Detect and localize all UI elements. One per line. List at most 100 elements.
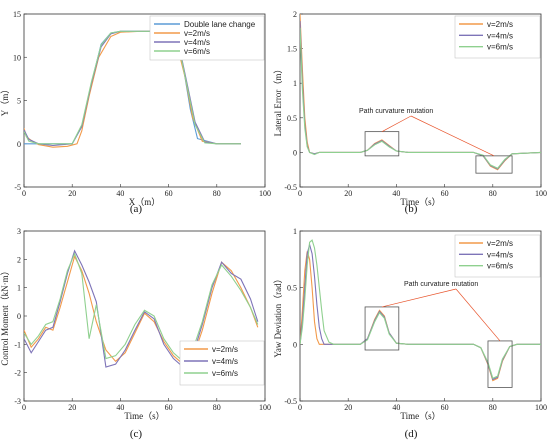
x-tick-label: 100 bbox=[535, 403, 547, 412]
y-tick-label: 3 bbox=[17, 227, 21, 236]
legend: v=2m/s v=4m/s v=6m/s bbox=[454, 234, 541, 278]
plot-frame bbox=[299, 230, 542, 402]
y-tick-label: 1 bbox=[293, 79, 297, 88]
x-tick-label: 40 bbox=[392, 403, 400, 412]
x-tick-label: 0 bbox=[298, 403, 302, 412]
y-tick-label: 0.5 bbox=[287, 284, 297, 293]
y-axis-label: Yaw Deviation（rad） bbox=[273, 274, 283, 357]
x-tick-label: 20 bbox=[344, 403, 352, 412]
highlight-box bbox=[364, 131, 400, 157]
x-tick-label: 60 bbox=[441, 189, 449, 198]
series-line-v-2m-s bbox=[300, 14, 541, 171]
x-tick-label: 100 bbox=[535, 189, 547, 198]
y-tick-label: -0.5 bbox=[284, 397, 297, 406]
y-tick-label: 5 bbox=[17, 97, 21, 106]
y-tick-label: 0 bbox=[17, 140, 21, 149]
legend-label: v=6m/s bbox=[212, 369, 238, 378]
annotation-label: Path curvature mutation bbox=[359, 108, 433, 115]
plot-frame bbox=[299, 13, 542, 188]
x-axis-label: X（m） bbox=[129, 197, 161, 207]
x-tick-label: 20 bbox=[68, 189, 76, 198]
y-tick-label: 1.5 bbox=[287, 45, 297, 54]
y-tick-label: 2 bbox=[17, 255, 21, 264]
x-tick-label: 40 bbox=[116, 189, 124, 198]
legend-label: v=6m/s bbox=[487, 43, 513, 52]
x-tick-label: 20 bbox=[344, 189, 352, 198]
x-tick-label: 40 bbox=[392, 189, 400, 198]
legend-label: v=2m/s bbox=[487, 20, 513, 29]
y-tick-label: 0 bbox=[17, 312, 21, 321]
x-tick-label: 100 bbox=[259, 403, 271, 412]
y-tick-label: -1 bbox=[14, 340, 21, 349]
legend-box bbox=[454, 234, 541, 278]
legend-label: v=4m/s bbox=[487, 31, 513, 40]
y-axis-label: Control Moment（kN·m） bbox=[0, 266, 10, 365]
x-tick-label: 60 bbox=[441, 403, 449, 412]
legend: v=2m/s v=4m/s v=6m/s bbox=[179, 340, 265, 386]
y-tick-label: 0 bbox=[293, 340, 297, 349]
panel-caption: (b) bbox=[405, 203, 418, 215]
legend-label: v=6m/s bbox=[184, 47, 210, 56]
panel-caption: (c) bbox=[130, 428, 143, 440]
legend-label: v=4m/s bbox=[212, 357, 238, 366]
x-tick-label: 100 bbox=[259, 189, 271, 198]
series-line-v-2m-s bbox=[24, 30, 241, 148]
series-line-v-6m-s bbox=[24, 30, 241, 145]
x-tick-label: 80 bbox=[213, 189, 221, 198]
y-tick-label: 15 bbox=[13, 10, 21, 19]
legend-label: Double lane change bbox=[184, 20, 256, 29]
annotation-label: Path curvature mutation bbox=[404, 281, 478, 288]
panel-caption: (a) bbox=[130, 203, 143, 215]
series-line-v-6m-s bbox=[24, 252, 259, 363]
y-tick-label: 2 bbox=[293, 10, 297, 19]
series-line-v-6m-s bbox=[300, 239, 541, 380]
y-tick-label: -3 bbox=[14, 397, 21, 406]
annotation-arrow bbox=[381, 115, 412, 132]
y-tick-label: 0 bbox=[293, 148, 297, 157]
x-axis-label: Time（s） bbox=[400, 411, 440, 421]
series-line-v-2m-s bbox=[24, 254, 259, 365]
x-tick-label: 60 bbox=[165, 403, 173, 412]
x-tick-label: 0 bbox=[22, 403, 26, 412]
legend-label: v=4m/s bbox=[184, 38, 210, 47]
legend-label: v=2m/s bbox=[184, 29, 210, 38]
x-tick-label: 0 bbox=[298, 189, 302, 198]
legend: v=2m/s v=4m/s v=6m/s bbox=[454, 15, 541, 59]
y-tick-label: -2 bbox=[14, 369, 21, 378]
x-tick-label: 20 bbox=[68, 403, 76, 412]
annotation-arrow bbox=[410, 115, 495, 157]
x-tick-label: 80 bbox=[489, 403, 497, 412]
y-tick-label: -5 bbox=[14, 183, 21, 192]
y-tick-label: -0.5 bbox=[284, 183, 297, 192]
x-tick-label: 80 bbox=[213, 403, 221, 412]
y-tick-label: 0.5 bbox=[287, 114, 297, 123]
legend-box bbox=[454, 15, 541, 59]
panel-caption: (d) bbox=[405, 428, 418, 440]
y-axis-label: Lateral Error（m） bbox=[273, 65, 283, 137]
legend-label: v=2m/s bbox=[212, 345, 238, 354]
x-tick-label: 0 bbox=[22, 189, 26, 198]
y-tick-label: 10 bbox=[13, 53, 21, 62]
chart-2: 0 20 40 60 80 100-0.500.511.52Time（s）Lateral … bbox=[273, 10, 547, 215]
series-line-v-2m-s bbox=[300, 251, 541, 382]
annotation-arrow bbox=[381, 288, 457, 308]
x-tick-label: 80 bbox=[489, 189, 497, 198]
annotation-arrow bbox=[455, 288, 501, 342]
legend-label: v=6m/s bbox=[487, 262, 513, 271]
legend-label: v=4m/s bbox=[487, 250, 513, 259]
x-tick-label: 60 bbox=[165, 189, 173, 198]
y-tick-label: 1 bbox=[17, 284, 21, 293]
series-line-v-6m-s bbox=[300, 27, 541, 169]
legend-label: v=2m/s bbox=[487, 239, 513, 248]
series-line-v-4m-s bbox=[300, 242, 541, 381]
x-axis-label: Time（s） bbox=[400, 197, 440, 207]
y-axis-label: Y（m） bbox=[0, 85, 10, 117]
x-axis-label: Time（s） bbox=[124, 411, 164, 421]
x-tick-label: 40 bbox=[116, 403, 124, 412]
chart-3: 0 20 40 60 80 100 -3 -2 -1 0 1 2 3 Time（s） Control Mom… bbox=[0, 227, 271, 440]
y-tick-label: 1 bbox=[293, 227, 297, 236]
